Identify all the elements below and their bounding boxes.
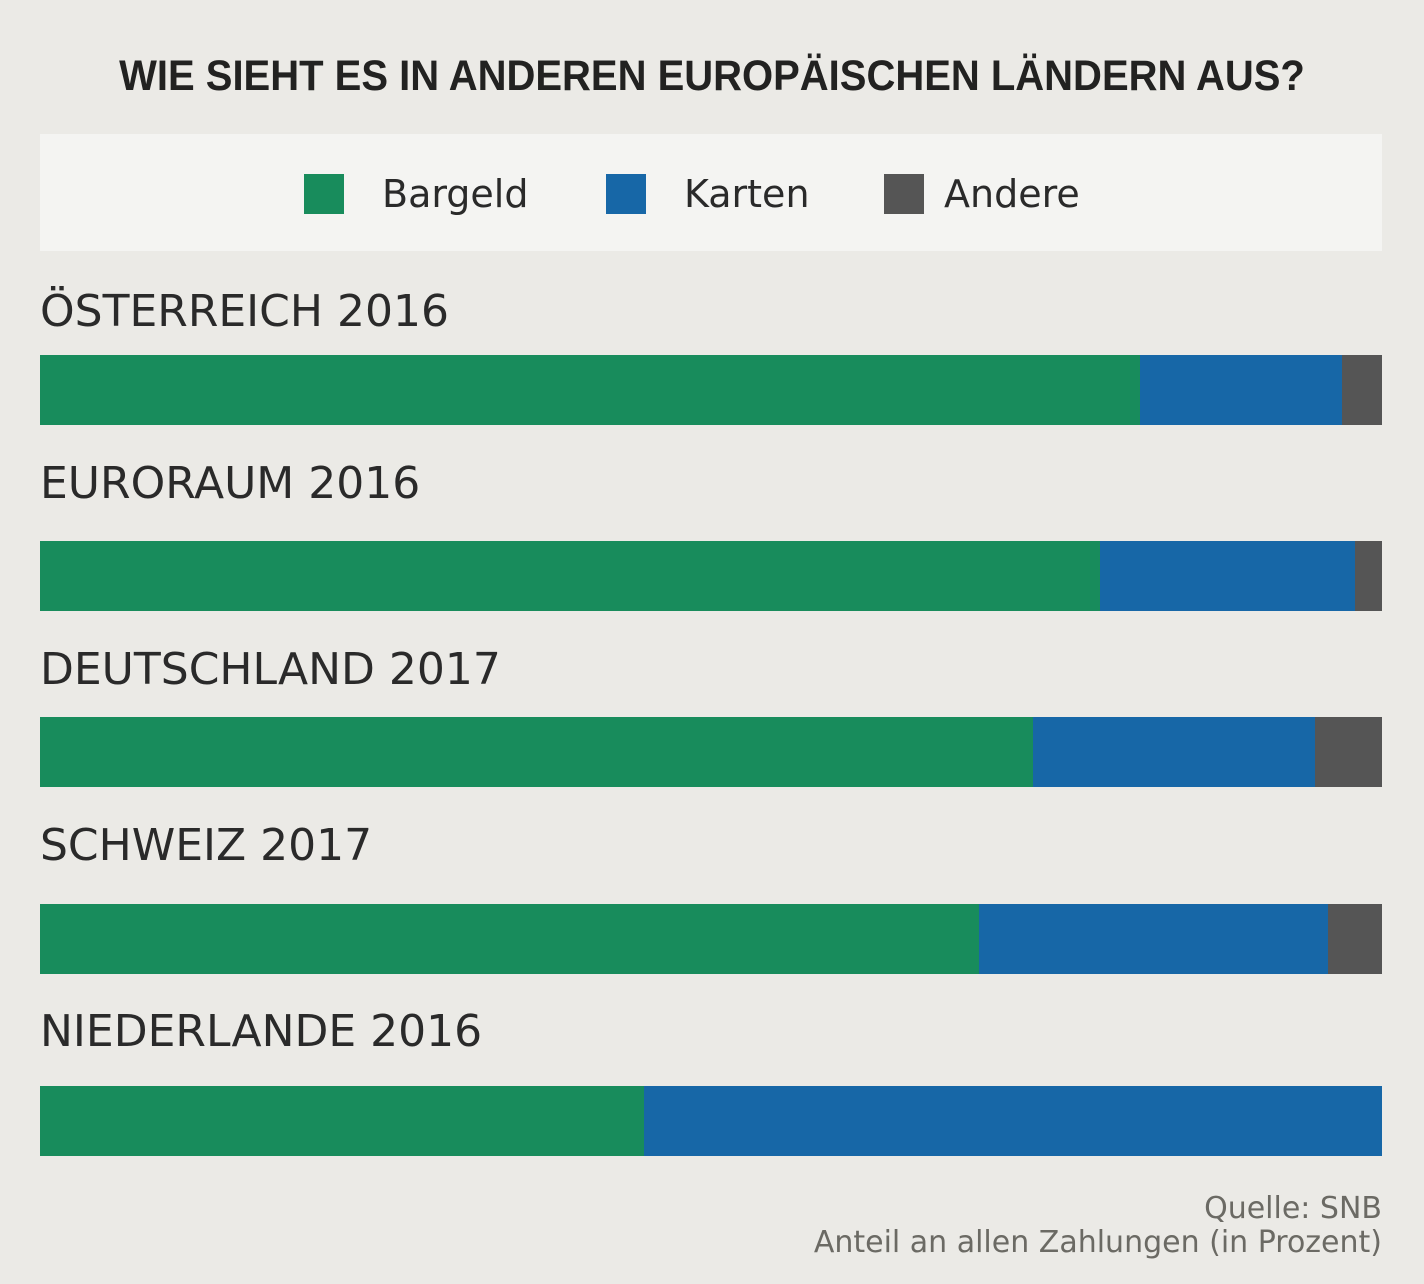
bar-segment-bargeld: [40, 717, 1033, 787]
legend-swatch-karten: [606, 174, 646, 214]
legend-label-bargeld: Bargeld: [382, 172, 529, 216]
legend-swatch-andere: [884, 174, 924, 214]
stacked-bar: [40, 904, 1382, 974]
legend-item-bargeld: Bargeld: [304, 174, 529, 214]
source-note: Quelle: SNB Anteil an allen Zahlungen (i…: [814, 1192, 1382, 1260]
bar-segment-bargeld: [40, 541, 1100, 611]
stacked-bar: [40, 355, 1382, 425]
legend: Bargeld Karten Andere: [40, 134, 1382, 251]
category-label: SCHWEIZ 2017: [40, 820, 373, 871]
legend-item-andere: Andere: [884, 174, 1080, 214]
unit-note: Anteil an allen Zahlungen (in Prozent): [813, 1225, 1382, 1260]
bar-segment-karten: [644, 1086, 1382, 1156]
bar-segment-bargeld: [40, 904, 979, 974]
chart-title: WIE SIEHT ES IN ANDEREN EUROPÄISCHEN LÄN…: [119, 52, 1305, 100]
bar-segment-andere: [1342, 355, 1382, 425]
bar-segment-bargeld: [40, 355, 1140, 425]
bar-segment-bargeld: [40, 1086, 644, 1156]
category-label: NIEDERLANDE 2016: [40, 1006, 483, 1057]
legend-label-andere: Andere: [944, 172, 1080, 216]
legend-label-karten: Karten: [684, 172, 810, 216]
bar-segment-karten: [1140, 355, 1342, 425]
bar-segment-karten: [979, 904, 1328, 974]
legend-swatch-bargeld: [304, 174, 344, 214]
bar-segment-andere: [1315, 717, 1382, 787]
category-label: DEUTSCHLAND 2017: [40, 644, 501, 695]
category-label: EURORAUM 2016: [40, 458, 421, 509]
bar-segment-karten: [1033, 717, 1315, 787]
bar-segment-karten: [1100, 541, 1355, 611]
stacked-bar: [40, 717, 1382, 787]
stacked-bar: [40, 541, 1382, 611]
stacked-bar: [40, 1086, 1382, 1156]
legend-item-karten: Karten: [606, 174, 810, 214]
category-label: ÖSTERREICH 2016: [40, 286, 449, 337]
source-text: Quelle: SNB: [1204, 1191, 1382, 1226]
bar-segment-andere: [1355, 541, 1382, 611]
bar-segment-andere: [1328, 904, 1382, 974]
